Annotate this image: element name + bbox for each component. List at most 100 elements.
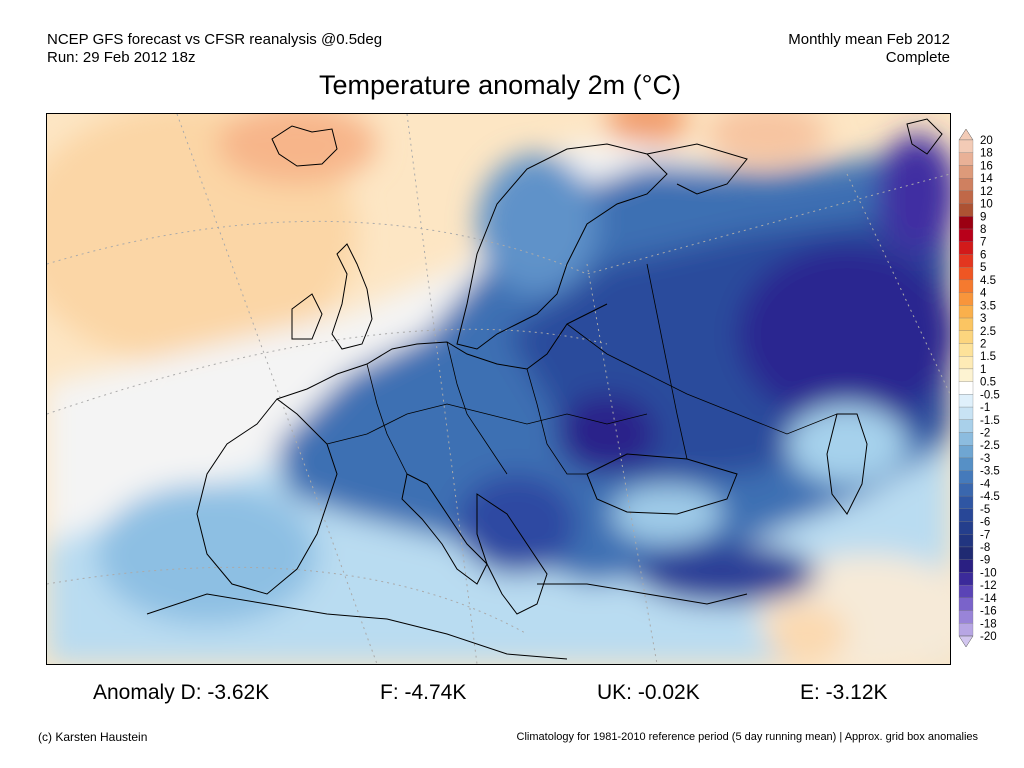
header-left: NCEP GFS forecast vs CFSR reanalysis @0.… [47, 31, 382, 67]
colorbar-swatch [958, 572, 974, 586]
colorbar-tick-label: -10 [980, 567, 997, 579]
colorbar-swatch [958, 190, 974, 204]
graticule [47, 114, 950, 664]
colorbar-tick-label: 1 [980, 364, 986, 376]
colorbar-boxes [958, 128, 974, 648]
colorbar-swatch [958, 610, 974, 624]
colorbar-tick-label: -5 [980, 504, 990, 516]
colorbar-swatch [958, 330, 974, 344]
colorbar-tick-label: 10 [980, 199, 993, 211]
colorbar-swatch [958, 216, 974, 230]
colorbar-tick-label: -0.5 [980, 389, 1000, 401]
stat-anomaly-uk: UK: -0.02K [597, 681, 700, 704]
colorbar-swatch [958, 597, 974, 611]
colorbar-swatch [958, 483, 974, 497]
colorbar-tick-label: 8 [980, 224, 986, 236]
colorbar-tick-label: 2.5 [980, 326, 996, 338]
colorbar-tick-label: 4.5 [980, 275, 996, 287]
colorbar-tick-label: -3.5 [980, 466, 1000, 478]
colorbar-swatch [958, 559, 974, 573]
colorbar-swatch [958, 241, 974, 255]
colorbar-swatch [958, 495, 974, 509]
colorbar-swatch [958, 178, 974, 192]
colorbar-tick-label: -12 [980, 580, 997, 592]
colorbar-swatch [958, 623, 974, 637]
colorbar-tick-label: 16 [980, 160, 993, 172]
colorbar-tick-label: 7 [980, 237, 986, 249]
colorbar-tick-label: -9 [980, 555, 990, 567]
colorbar-tick-label: -16 [980, 606, 997, 618]
colorbar-tick-label: 12 [980, 186, 993, 198]
colorbar-swatch [958, 432, 974, 446]
colorbar-swatch [958, 152, 974, 166]
colorbar-swatch [958, 508, 974, 522]
status-info: Complete [885, 49, 950, 66]
colorbar-tick-label: 18 [980, 148, 993, 160]
stat-anomaly-f: F: -4.74K [380, 681, 467, 704]
period-info: Monthly mean Feb 2012 [788, 31, 950, 48]
colorbar-tick-label: 5 [980, 262, 986, 274]
colorbar-swatch [958, 406, 974, 420]
colorbar-tick-label: 6 [980, 249, 986, 261]
header-right: Monthly mean Feb 2012 Complete [788, 31, 950, 67]
colorbar-tick-label: -4.5 [980, 491, 1000, 503]
colorbar-swatch [958, 470, 974, 484]
colorbar-tick-label: -8 [980, 542, 990, 554]
run-info: Run: 29 Feb 2012 18z [47, 49, 196, 66]
colorbar-swatch [958, 139, 974, 153]
colorbar-swatch [958, 228, 974, 242]
colorbar-tick-label: -7 [980, 529, 990, 541]
colorbar: 201816141210987654.543.532.521.510.5-0.5… [958, 128, 1000, 648]
colorbar-tick-label: 0.5 [980, 377, 996, 389]
colorbar-tick-label: -1 [980, 402, 990, 414]
colorbar-top-arrow [958, 128, 974, 141]
colorbar-swatch [958, 457, 974, 471]
colorbar-swatch [958, 521, 974, 535]
colorbar-tick-label: -2.5 [980, 440, 1000, 452]
colorbar-tick-label: 2 [980, 338, 986, 350]
colorbar-swatch [958, 445, 974, 459]
credit: (c) Karsten Haustein [38, 730, 148, 744]
colorbar-tick-label: -18 [980, 618, 997, 630]
colorbar-swatch [958, 546, 974, 560]
colorbar-tick-label: 3 [980, 313, 986, 325]
colorbar-tick-label: -20 [980, 631, 997, 643]
colorbar-tick-label: -6 [980, 517, 990, 529]
colorbar-swatch [958, 279, 974, 293]
coastlines [146, 118, 943, 660]
colorbar-swatch [958, 381, 974, 395]
colorbar-tick-label: 9 [980, 211, 986, 223]
colorbar-swatch [958, 343, 974, 357]
colorbar-tick-label: -3 [980, 453, 990, 465]
country-borders [326, 263, 838, 475]
colorbar-labels: 201816141210987654.543.532.521.510.5-0.5… [980, 135, 1000, 643]
colorbar-swatch [958, 368, 974, 382]
anomaly-field [47, 114, 950, 664]
colorbar-tick-label: 4 [980, 288, 987, 300]
colorbar-tick-label: 14 [980, 173, 993, 185]
colorbar-tick-label: -1.5 [980, 415, 1000, 427]
colorbar-swatch [958, 203, 974, 217]
colorbar-swatch [958, 317, 974, 331]
colorbar-swatch [958, 305, 974, 319]
map-title: Temperature anomaly 2m (°C) [319, 70, 681, 100]
colorbar-swatch [958, 165, 974, 179]
stat-anomaly-d: Anomaly D: -3.62K [93, 681, 270, 704]
colorbar-swatch [958, 292, 974, 306]
anomaly-map [46, 113, 951, 665]
colorbar-tick-label: -2 [980, 428, 990, 440]
climatology-note: Climatology for 1981-2010 reference peri… [516, 731, 978, 743]
colorbar-swatch [958, 394, 974, 408]
colorbar-swatch [958, 267, 974, 281]
colorbar-tick-label: -4 [980, 478, 991, 490]
colorbar-swatch [958, 356, 974, 370]
colorbar-swatch [958, 419, 974, 433]
colorbar-swatch [958, 534, 974, 548]
colorbar-tick-label: 1.5 [980, 351, 996, 363]
stat-anomaly-e: E: -3.12K [800, 681, 888, 704]
colorbar-tick-label: -14 [980, 593, 997, 605]
map-canvas [47, 114, 950, 664]
colorbar-swatch [958, 584, 974, 598]
colorbar-tick-label: 3.5 [980, 300, 996, 312]
colorbar-swatch [958, 254, 974, 268]
